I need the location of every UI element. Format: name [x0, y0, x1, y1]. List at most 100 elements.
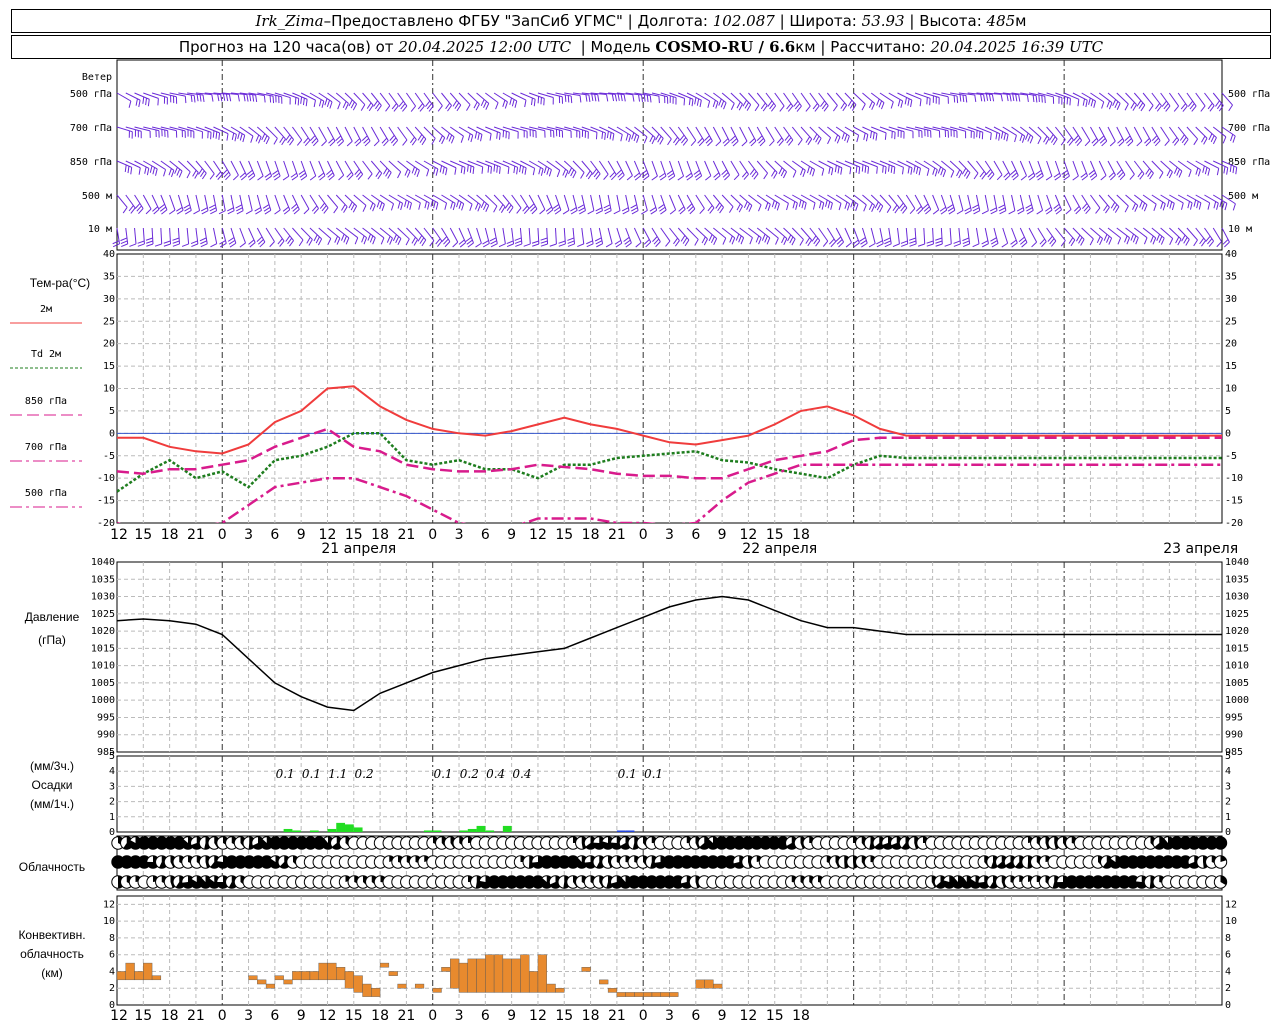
wind-barb-flag — [1092, 140, 1099, 147]
wind-barb — [1072, 194, 1082, 210]
wind-barb — [432, 194, 447, 204]
wind-barb-flag — [947, 207, 955, 212]
xtick-bottom: 15 — [134, 1008, 152, 1024]
wind-barb — [274, 92, 291, 99]
wind-barb-flag — [426, 169, 430, 177]
wind-barb — [783, 160, 797, 172]
wind-barb-flag — [1124, 205, 1129, 213]
wind-barb — [1177, 92, 1188, 107]
wind-barb-flag — [483, 203, 487, 211]
wind-barb-flag — [1026, 210, 1034, 215]
wind-barb-flag — [1004, 174, 1011, 181]
wind-barb — [747, 126, 757, 142]
wind-barb-flag — [495, 102, 499, 110]
wind-barb-flag — [623, 94, 626, 102]
conv-bar — [441, 967, 451, 972]
wind-barb-flag — [255, 94, 258, 103]
ytick-left-temp: 10 — [103, 384, 115, 395]
wind-barb-flag — [519, 165, 522, 173]
wind-barb-flag — [387, 172, 392, 179]
wind-barb-flag — [341, 204, 346, 211]
ytick-left-pres: 1020 — [91, 626, 115, 637]
wind-barb-flag — [1213, 201, 1217, 209]
wind-barb-flag — [850, 200, 854, 208]
wind-barb-flag — [343, 206, 348, 213]
ytick-right-pres: 985 — [1225, 747, 1243, 758]
wind-barb-flag — [652, 236, 658, 242]
xtick-temp: 18 — [161, 527, 179, 543]
wind-barb-flag — [1168, 171, 1173, 179]
wind-barb-flag — [1124, 235, 1128, 243]
wind-barb-flag — [306, 237, 311, 244]
wind-barb-flag — [454, 167, 457, 175]
wind-barb-flag — [836, 239, 843, 245]
wind-barb-flag — [1101, 101, 1105, 109]
wind-barb-flag — [317, 238, 323, 246]
ytick-right-temp: 40 — [1225, 249, 1237, 260]
wind-barb-flag — [867, 166, 870, 174]
conv-bar — [397, 983, 407, 989]
wind-barb-flag — [876, 203, 882, 211]
wind-barb-flag — [1124, 103, 1129, 111]
wind-barb-flag — [475, 103, 480, 111]
wind-barb — [774, 126, 784, 141]
wind-barb-flag — [836, 136, 841, 144]
wind-barb-flag — [1216, 168, 1220, 176]
wind-barb-flag — [668, 175, 675, 181]
wind-barb — [1054, 126, 1066, 140]
wind-barb — [967, 126, 983, 133]
wind-barb-flag — [540, 243, 548, 247]
wind-barb-flag — [604, 207, 611, 212]
wind-barb — [897, 194, 908, 209]
precip-3h-label: 0.1 — [276, 767, 295, 781]
wind-barb-flag — [144, 166, 147, 174]
wind-barb-flag — [918, 168, 922, 176]
wind-barb-flag — [606, 94, 609, 102]
wind-barb-flag — [649, 206, 657, 212]
wind-barb-flag — [788, 139, 794, 146]
wind-barb — [248, 227, 256, 243]
wind-barb-flag — [507, 166, 510, 175]
wind-barb-flag — [406, 170, 411, 178]
wind-barb-flag — [587, 172, 593, 180]
wind-barb-flag — [496, 165, 498, 173]
wind-barb-flag — [336, 237, 341, 245]
wind-barb — [677, 160, 685, 177]
wind-barb-flag — [263, 207, 271, 212]
wind-barb-flag — [1173, 167, 1178, 174]
wind-barb-flag — [138, 208, 144, 215]
wind-barb-flag — [802, 170, 806, 178]
wind-barb-flag — [480, 134, 483, 142]
wind-barb — [1142, 92, 1154, 106]
wind-barb-flag — [926, 240, 934, 244]
wind-barb-flag — [771, 170, 776, 177]
wind-barb-flag — [523, 208, 530, 215]
wind-barb — [283, 92, 299, 99]
wind-barb-flag — [226, 133, 229, 141]
precip-bar — [327, 828, 337, 832]
wind-barb-flag — [1137, 171, 1143, 178]
wind-barb-flag — [863, 132, 866, 140]
wind-barb — [914, 194, 924, 210]
wind-barb — [906, 92, 922, 100]
wind-barb-flag — [934, 169, 938, 177]
wind-barb-flag — [718, 98, 722, 106]
station-name: Irk_Zima — [255, 12, 324, 30]
wind-barb — [213, 126, 229, 135]
wind-barb-flag — [956, 169, 961, 177]
wind-barb-flag — [962, 240, 970, 245]
wind-barb — [239, 160, 248, 176]
wind-barb-flag — [633, 134, 637, 142]
wind-barb-flag — [338, 140, 344, 147]
wind-barb — [169, 194, 176, 211]
wind-barb — [590, 92, 607, 95]
wind-barb — [932, 126, 949, 132]
wind-barb-flag — [935, 237, 943, 241]
wind-barb-flag — [208, 204, 216, 209]
wind-barb-flag — [168, 168, 172, 176]
wind-barb-flag — [787, 105, 794, 112]
wind-barb — [923, 227, 926, 245]
wind-barb-flag — [1189, 103, 1195, 110]
wind-barb — [712, 160, 721, 176]
wind-barb-flag — [313, 100, 316, 108]
